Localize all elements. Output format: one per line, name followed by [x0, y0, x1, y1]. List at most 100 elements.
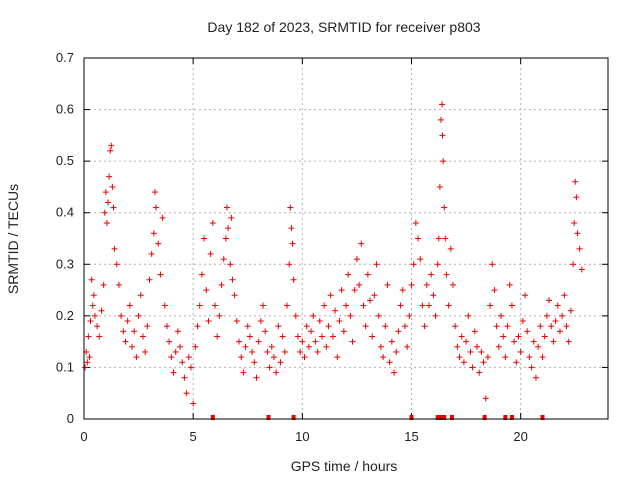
data-point [120, 328, 127, 335]
data-point [546, 297, 553, 304]
data-point [526, 354, 533, 361]
data-point [262, 328, 269, 335]
data-point [573, 194, 580, 201]
data-point [135, 312, 142, 319]
outage-marker [409, 415, 414, 420]
data-point [484, 354, 491, 361]
chart-title: Day 182 of 2023, SRMTID for receiver p80… [207, 19, 480, 35]
data-point [253, 374, 260, 381]
data-point [321, 302, 328, 309]
data-point [277, 359, 284, 366]
outage-marker [266, 415, 271, 420]
data-point [360, 302, 367, 309]
data-point [108, 142, 115, 149]
data-point [168, 354, 175, 361]
data-point [266, 364, 273, 371]
data-point [190, 400, 197, 407]
y-tick-label: 0 [67, 411, 74, 426]
data-point [100, 281, 107, 288]
data-point [220, 256, 227, 263]
data-point [537, 323, 544, 330]
data-point [166, 338, 173, 345]
data-point [513, 359, 520, 366]
data-point [308, 328, 315, 335]
data-point [88, 276, 95, 283]
data-point [532, 374, 539, 381]
data-point [159, 214, 166, 221]
y-tick-label: 0.5 [56, 153, 74, 168]
y-tick-label: 0.6 [56, 102, 74, 117]
data-point [96, 333, 103, 340]
data-point [375, 312, 382, 319]
data-point [386, 359, 393, 366]
data-point [113, 261, 120, 268]
data-point [224, 204, 231, 211]
y-tick-label: 0.4 [56, 205, 74, 220]
data-point [415, 235, 422, 242]
data-point [491, 287, 498, 294]
data-point [284, 302, 291, 309]
data-point [380, 354, 387, 361]
data-point [524, 328, 531, 335]
data-point [270, 354, 277, 361]
data-point [349, 338, 356, 345]
data-point [212, 302, 218, 309]
data-point [410, 261, 417, 268]
data-point [437, 116, 444, 123]
data-point [535, 343, 542, 350]
data-point [373, 261, 380, 268]
data-point [393, 348, 400, 355]
data-point [216, 312, 223, 319]
data-point [417, 256, 424, 263]
data-point [399, 287, 406, 294]
data-point [478, 348, 485, 355]
data-point [556, 328, 563, 335]
data-point [131, 328, 138, 335]
data-point [578, 266, 585, 273]
data-point [103, 220, 110, 227]
data-point [489, 261, 496, 268]
data-point [559, 312, 566, 319]
data-point [150, 230, 157, 237]
data-point [362, 323, 369, 330]
data-point [94, 323, 101, 330]
data-point [249, 348, 256, 355]
data-point [192, 343, 199, 350]
data-point [139, 333, 146, 340]
x-tick-label: 10 [295, 429, 309, 444]
data-point [548, 323, 555, 330]
data-point [439, 132, 446, 139]
data-point [292, 312, 299, 319]
x-tick-label: 5 [190, 429, 197, 444]
outage-marker [291, 415, 296, 420]
data-point [493, 323, 500, 330]
data-point [442, 235, 449, 242]
data-point [454, 343, 461, 350]
x-axis-title: GPS time / hours [291, 458, 398, 474]
outage-marker [210, 415, 215, 420]
x-tick-label: 0 [80, 429, 87, 444]
data-point [170, 369, 177, 376]
data-point [550, 338, 557, 345]
data-point [443, 271, 450, 278]
data-point [225, 225, 232, 232]
data-point [255, 338, 262, 345]
data-point [384, 281, 391, 288]
data-point [238, 354, 245, 361]
data-point [353, 256, 360, 263]
data-point [107, 147, 114, 154]
data-points [82, 101, 585, 407]
data-point [388, 338, 395, 345]
data-point [511, 338, 518, 345]
data-point [82, 364, 89, 371]
data-point [340, 328, 347, 335]
data-point [314, 348, 321, 355]
data-point [227, 261, 234, 268]
data-point [260, 302, 267, 309]
data-point [118, 312, 125, 319]
data-point [84, 359, 91, 366]
data-point [275, 323, 282, 330]
data-point [179, 359, 186, 366]
y-tick-label: 0.7 [56, 50, 74, 65]
outage-marker [482, 415, 487, 420]
